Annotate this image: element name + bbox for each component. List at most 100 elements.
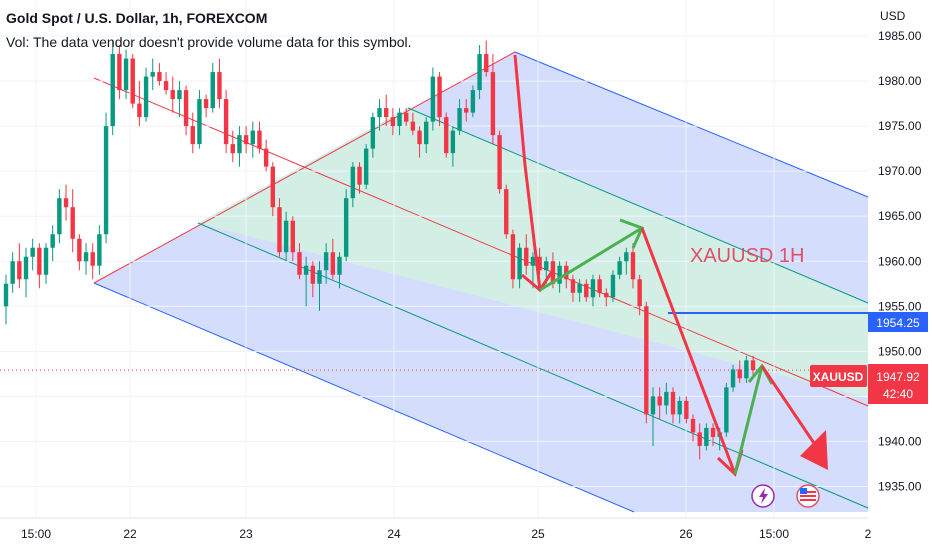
candle-body — [337, 256, 342, 275]
candle — [243, 126, 249, 154]
candle-body — [37, 247, 42, 275]
candle-body — [63, 198, 69, 208]
bar-countdown: 42:40 — [883, 387, 913, 401]
candle — [303, 256, 309, 307]
candle-body — [377, 108, 382, 118]
candle-body — [484, 54, 489, 73]
candle — [230, 130, 235, 163]
candle — [57, 189, 62, 244]
candle — [504, 184, 509, 239]
candle-body — [110, 54, 115, 127]
candle — [50, 225, 55, 262]
candle-body — [737, 369, 742, 379]
candle-body — [490, 72, 496, 136]
event-icons — [751, 484, 820, 508]
candle-body — [410, 121, 416, 131]
candle — [370, 112, 376, 158]
candle-body — [263, 148, 269, 167]
y-axis[interactable]: 1985.00 1980.00 1975.00 1970.00 1965.00 1960.… — [868, 0, 932, 518]
candle-body — [243, 135, 249, 145]
drawings — [513, 54, 828, 477]
currency-unit[interactable]: USD — [880, 9, 906, 23]
candle-body — [730, 369, 736, 388]
candle-body — [103, 126, 109, 235]
grid — [0, 0, 868, 518]
candle-body — [10, 261, 15, 284]
candle — [644, 301, 649, 424]
candle — [90, 243, 95, 280]
candle — [183, 85, 189, 136]
candle-body — [670, 391, 676, 415]
candle — [404, 108, 409, 127]
x-axis[interactable]: 15:00 22 23 24 25 26 15:00 2 — [0, 517, 932, 550]
symbol-title: Gold Spot / U.S. Dollar, 1h, FOREXCOM — [6, 10, 268, 26]
candle-body — [130, 58, 135, 104]
candle — [697, 423, 702, 460]
candle — [490, 54, 496, 145]
candle — [3, 274, 9, 325]
candle-body — [690, 418, 696, 433]
price-tags: 1954.25 XAUUSD 1947.92 42:40 — [810, 312, 928, 404]
candle-body — [457, 108, 462, 131]
y-tick-label: 1955.00 — [878, 299, 922, 313]
candle-body — [684, 400, 689, 419]
candle-body — [183, 90, 189, 127]
candle-body — [50, 234, 55, 248]
candle-body — [77, 238, 82, 262]
candle — [597, 274, 602, 298]
candle — [670, 387, 676, 424]
candle-body — [303, 265, 309, 275]
candle — [150, 58, 155, 91]
candle — [157, 63, 162, 86]
candle — [570, 274, 576, 302]
candle — [410, 112, 416, 136]
candle — [610, 270, 616, 302]
candle — [750, 355, 756, 379]
candle-body — [390, 117, 396, 127]
candle — [170, 76, 175, 113]
candle — [690, 414, 696, 442]
candle — [424, 117, 429, 154]
candle — [637, 274, 642, 316]
candle-body — [750, 360, 756, 371]
candle-body — [744, 360, 749, 379]
candle-body — [123, 58, 129, 91]
candle — [143, 67, 149, 122]
candle-body — [310, 265, 316, 284]
channel-inner-line-bottom — [197, 222, 869, 509]
candle-body — [570, 279, 576, 293]
us-flag-icon[interactable] — [796, 484, 820, 508]
candle — [103, 112, 109, 244]
candle-body — [470, 90, 476, 113]
level-tag — [868, 312, 928, 332]
candle — [437, 72, 442, 127]
candle-body — [610, 274, 616, 298]
candle — [457, 99, 462, 136]
candle — [524, 234, 529, 275]
channel-layer — [93, 51, 869, 513]
y-tick-label: 1965.00 — [878, 209, 922, 223]
candle-body — [330, 252, 336, 275]
candle-body — [363, 148, 369, 185]
candle-body — [290, 220, 296, 253]
candle — [337, 252, 342, 289]
last-price-value: 1947.92 — [876, 370, 920, 384]
candle-body — [277, 207, 282, 253]
candle — [477, 45, 482, 100]
candle-body — [250, 130, 255, 145]
candle-body — [170, 90, 175, 100]
candle — [97, 225, 102, 275]
candle — [290, 216, 296, 262]
channel-outer-line-top — [514, 51, 869, 198]
candle — [730, 364, 736, 392]
candle-body — [297, 252, 302, 275]
candle-body — [437, 76, 442, 118]
candle — [203, 94, 209, 118]
x-tick-label: 23 — [239, 527, 253, 541]
candle — [664, 382, 669, 415]
candle — [30, 238, 35, 271]
candle-body — [237, 135, 242, 154]
candle — [310, 261, 316, 298]
